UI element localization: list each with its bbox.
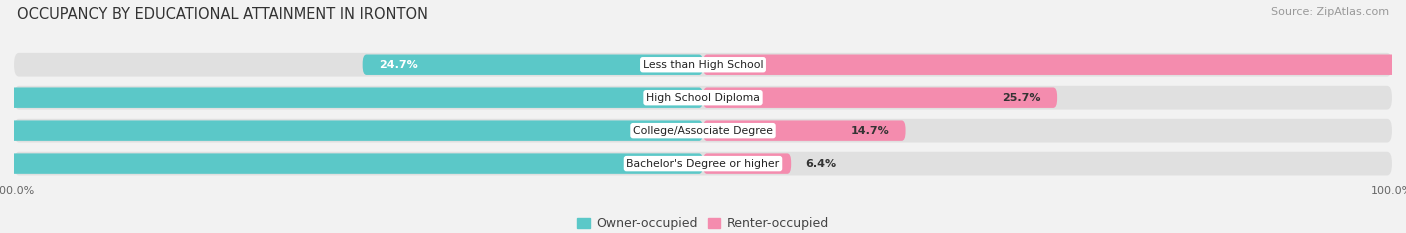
Text: High School Diploma: High School Diploma bbox=[647, 93, 759, 103]
FancyBboxPatch shape bbox=[363, 55, 703, 75]
Text: Bachelor's Degree or higher: Bachelor's Degree or higher bbox=[627, 159, 779, 169]
Text: College/Associate Degree: College/Associate Degree bbox=[633, 126, 773, 136]
FancyBboxPatch shape bbox=[0, 120, 703, 141]
FancyBboxPatch shape bbox=[0, 153, 703, 174]
Text: Less than High School: Less than High School bbox=[643, 60, 763, 70]
Legend: Owner-occupied, Renter-occupied: Owner-occupied, Renter-occupied bbox=[572, 212, 834, 233]
FancyBboxPatch shape bbox=[14, 152, 1392, 175]
FancyBboxPatch shape bbox=[703, 153, 792, 174]
Text: 24.7%: 24.7% bbox=[380, 60, 418, 70]
Text: 25.7%: 25.7% bbox=[1002, 93, 1040, 103]
Text: Source: ZipAtlas.com: Source: ZipAtlas.com bbox=[1271, 7, 1389, 17]
Text: OCCUPANCY BY EDUCATIONAL ATTAINMENT IN IRONTON: OCCUPANCY BY EDUCATIONAL ATTAINMENT IN I… bbox=[17, 7, 427, 22]
Text: 6.4%: 6.4% bbox=[806, 159, 837, 169]
FancyBboxPatch shape bbox=[14, 86, 1392, 110]
FancyBboxPatch shape bbox=[14, 119, 1392, 143]
FancyBboxPatch shape bbox=[0, 87, 703, 108]
FancyBboxPatch shape bbox=[703, 120, 905, 141]
FancyBboxPatch shape bbox=[703, 55, 1406, 75]
FancyBboxPatch shape bbox=[14, 53, 1392, 77]
FancyBboxPatch shape bbox=[703, 87, 1057, 108]
Text: 14.7%: 14.7% bbox=[851, 126, 889, 136]
